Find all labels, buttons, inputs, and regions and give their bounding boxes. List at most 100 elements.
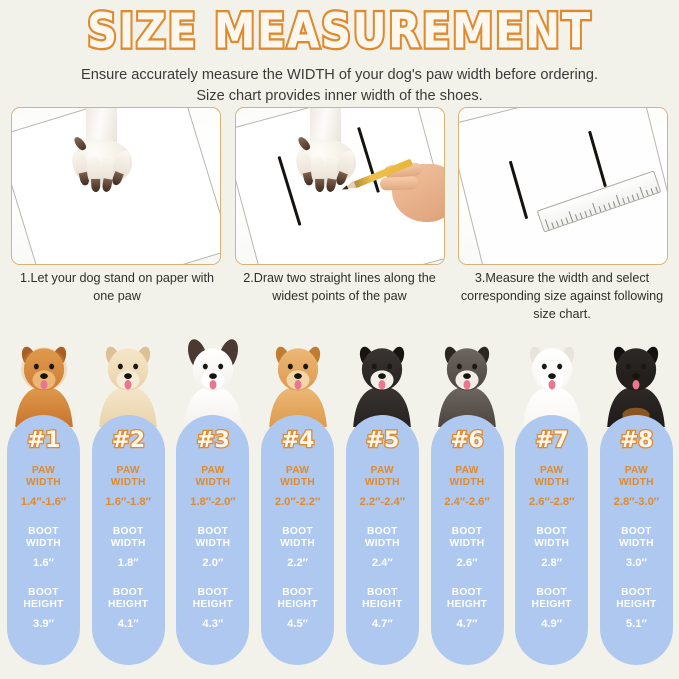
boot-height-section: BOOT HEIGHT 4.3″ (176, 587, 249, 630)
dog-photo-pomeranian (5, 331, 83, 427)
boot-width-section: BOOT WIDTH 2.4″ (346, 526, 419, 569)
boot-width-value: 1.8″ (117, 557, 139, 570)
size-card-number: #8 (619, 427, 655, 455)
boot-height-value: 4.9″ (541, 618, 563, 631)
boot-height-label: BOOT HEIGHT (108, 587, 149, 611)
boot-height-label: BOOT HEIGHT (362, 587, 403, 611)
boot-width-value: 2.4″ (371, 557, 393, 570)
subtitle: Ensure accurately measure the WIDTH of y… (0, 65, 679, 107)
subtitle-line-1: Ensure accurately measure the WIDTH of y… (80, 67, 599, 84)
boot-width-value: 1.6″ (33, 557, 54, 570)
paw-width-label: PAW WIDTH (195, 465, 231, 489)
step-panels (0, 107, 679, 267)
paw-width-section: PAW WIDTH 1.6″-1.8″ (92, 465, 165, 508)
size-card[interactable]: #5 PAW WIDTH 2.2″-2.4″ BOOT WIDTH 2.4″ BOO… (345, 415, 419, 665)
dog-paw-icon (69, 108, 136, 206)
step-panel-3 (458, 107, 668, 265)
boot-height-value: 4.3″ (202, 618, 224, 631)
boot-height-value: 5.1″ (625, 618, 647, 631)
paw-width-value: 2.0″-2.2″ (274, 496, 321, 509)
size-card-slot: #1 PAW WIDTH 1.4″-1.6″ BOOT WIDTH 1.6″ BOO… (7, 332, 80, 672)
step-caption-1: 1.Let your dog stand on paper with one p… (20, 271, 214, 303)
boot-width-section: BOOT WIDTH 3.0″ (600, 526, 673, 569)
boot-height-section: BOOT HEIGHT 5.1″ (600, 587, 673, 630)
step-panel-1 (11, 107, 221, 265)
boot-width-section: BOOT WIDTH 1.6″ (7, 526, 80, 569)
boot-height-value: 4.7″ (371, 618, 393, 631)
paw-width-section: PAW WIDTH 2.4″-2.6″ (431, 465, 504, 508)
page-title: SIZE MEASUREMENT (85, 2, 592, 60)
boot-width-label: BOOT WIDTH (449, 526, 485, 550)
boot-width-label: BOOT WIDTH (195, 526, 231, 550)
boot-width-section: BOOT WIDTH 2.6″ (431, 526, 504, 569)
size-card-number: #7 (534, 427, 570, 455)
boot-height-label: BOOT HEIGHT (446, 587, 488, 611)
paw-width-value: 2.2″-2.4″ (359, 496, 406, 509)
paw-width-value: 2.4″-2.6″ (444, 496, 490, 509)
size-card-slot: #3 PAW WIDTH 1.8″-2.0″ BOOT WIDTH 2.0″ BOO… (176, 332, 250, 672)
boot-height-label: BOOT HEIGHT (531, 587, 572, 611)
boot-width-label: BOOT WIDTH (364, 526, 400, 550)
boot-width-label: BOOT WIDTH (280, 526, 316, 550)
paw-width-label: PAW WIDTH (280, 465, 316, 489)
paw-width-section: PAW WIDTH 2.6″-2.8″ (515, 465, 588, 508)
boot-width-section: BOOT WIDTH 1.8″ (92, 526, 165, 569)
size-card[interactable]: #8 PAW WIDTH 2.8″-3.0″ BOOT WIDTH 3.0″ BOO… (599, 415, 673, 665)
header: SIZE MEASUREMENT (0, 0, 679, 59)
boot-width-label: BOOT WIDTH (618, 526, 654, 550)
size-card[interactable]: #7 PAW WIDTH 2.6″-2.8″ BOOT WIDTH 2.8″ BOO… (515, 415, 589, 665)
subtitle-line-2: Size chart provides inner width of the s… (196, 88, 483, 105)
boot-height-label: BOOT HEIGHT (616, 587, 657, 611)
paw-width-value: 2.8″-3.0″ (613, 496, 660, 509)
size-card-slot: #7 PAW WIDTH 2.6″-2.8″ BOOT WIDTH 2.8″ BOO… (513, 331, 591, 672)
paw-width-label: PAW WIDTH (618, 465, 654, 489)
boot-width-value: 2.8″ (541, 557, 563, 570)
boot-width-section: BOOT WIDTH 2.8″ (515, 526, 588, 569)
dog-photo-golden-retriever (89, 331, 167, 427)
size-card-slot: #2 PAW WIDTH 1.6″-1.8″ BOOT WIDTH 1.8″ BOO… (89, 331, 167, 672)
step-caption-3: 3.Measure the width and select correspon… (460, 271, 664, 321)
paw-width-section: PAW WIDTH 2.8″-3.0″ (600, 465, 673, 508)
size-card[interactable]: #1 PAW WIDTH 1.4″-1.6″ BOOT WIDTH 1.6″ BOO… (7, 415, 80, 665)
dog-photo-samoyed (513, 331, 591, 427)
boot-height-section: BOOT HEIGHT 4.5″ (261, 587, 334, 630)
dog-photo-husky (428, 331, 506, 427)
boot-width-value: 2.0″ (202, 557, 224, 570)
size-card[interactable]: #6 PAW WIDTH 2.4″-2.6″ BOOT WIDTH 2.6″ BOO… (430, 415, 504, 665)
paw-width-section: PAW WIDTH 1.8″-2.0″ (176, 465, 249, 508)
boot-width-section: BOOT WIDTH 2.2″ (261, 526, 334, 569)
paw-width-label: PAW WIDTH (110, 465, 146, 489)
size-card-number: #6 (449, 427, 485, 455)
paw-width-section: PAW WIDTH 2.0″-2.2″ (261, 465, 334, 508)
size-card-slot: #4 PAW WIDTH 2.0″-2.2″ BOOT WIDTH 2.2″ BOO… (259, 331, 337, 672)
boot-height-label: BOOT HEIGHT (277, 587, 318, 611)
paw-width-value: 1.8″-2.0″ (190, 496, 236, 509)
boot-width-value: 2.2″ (287, 557, 309, 570)
step-panel-2 (234, 107, 445, 265)
size-card[interactable]: #3 PAW WIDTH 1.8″-2.0″ BOOT WIDTH 2.0″ BOO… (176, 415, 250, 665)
boot-width-value: 2.6″ (456, 557, 478, 570)
boot-height-section: BOOT HEIGHT 4.1″ (92, 587, 165, 630)
paw-width-value: 1.6″-1.8″ (105, 496, 151, 509)
step-caption-2: 2.Draw two straight lines along the wide… (243, 271, 436, 303)
boot-height-value: 3.9″ (33, 618, 54, 631)
size-card-number: #2 (111, 427, 147, 455)
size-card[interactable]: #4 PAW WIDTH 2.0″-2.2″ BOOT WIDTH 2.2″ BOO… (261, 415, 335, 665)
dog-photo-shiba-inu (259, 331, 337, 427)
paw-width-label: PAW WIDTH (449, 465, 485, 489)
size-card-number: #1 (26, 427, 62, 455)
boot-width-label: BOOT WIDTH (26, 526, 61, 550)
dog-photo-rottweiler (597, 331, 675, 427)
hand-with-pencil-icon (352, 158, 444, 224)
size-card-number: #4 (280, 427, 316, 455)
size-card-slot: #6 PAW WIDTH 2.4″-2.6″ BOOT WIDTH 2.6″ BOO… (428, 331, 506, 672)
size-card-number: #3 (195, 427, 231, 455)
size-card[interactable]: #2 PAW WIDTH 1.6″-1.8″ BOOT WIDTH 1.8″ BOO… (91, 415, 165, 665)
boot-height-section: BOOT HEIGHT 3.9″ (7, 587, 80, 630)
paw-width-value: 2.6″-2.8″ (528, 496, 575, 509)
boot-height-section: BOOT HEIGHT 4.7″ (346, 587, 419, 630)
boot-width-value: 3.0″ (625, 557, 647, 570)
size-card-slot: #8 PAW WIDTH 2.8″-3.0″ BOOT WIDTH 3.0″ BOO… (597, 331, 675, 672)
boot-height-value: 4.7″ (456, 618, 478, 631)
boot-height-label: BOOT HEIGHT (23, 587, 64, 611)
